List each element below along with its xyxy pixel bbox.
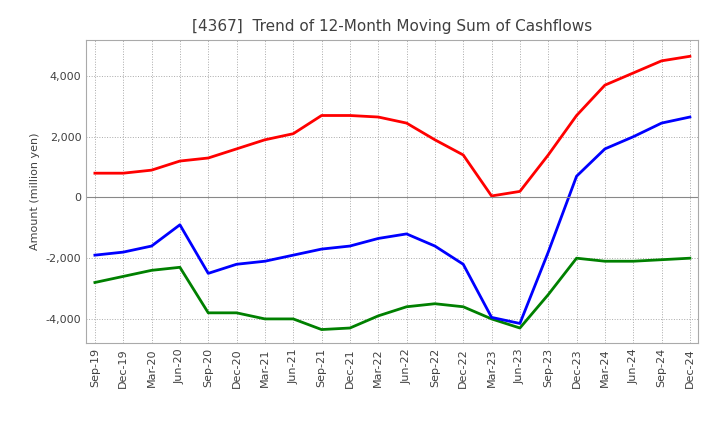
Free Cashflow [346,243,354,249]
Operating Cashflow [346,113,354,118]
Free Cashflow [685,114,694,120]
Investing Cashflow [685,256,694,261]
Free Cashflow [600,146,609,151]
Operating Cashflow [544,152,552,158]
Investing Cashflow [600,259,609,264]
Free Cashflow [261,259,269,264]
Investing Cashflow [487,316,496,322]
Free Cashflow [629,134,637,139]
Operating Cashflow [233,146,241,151]
Line: Operating Cashflow: Operating Cashflow [95,56,690,196]
Line: Investing Cashflow: Investing Cashflow [95,258,690,330]
Operating Cashflow [600,82,609,88]
Free Cashflow [233,262,241,267]
Line: Free Cashflow: Free Cashflow [95,117,690,323]
Investing Cashflow [119,274,127,279]
Operating Cashflow [459,152,467,158]
Investing Cashflow [346,326,354,331]
Free Cashflow [119,249,127,255]
Free Cashflow [374,236,382,241]
Free Cashflow [204,271,212,276]
Investing Cashflow [204,310,212,315]
Free Cashflow [487,315,496,320]
Free Cashflow [572,173,581,179]
Free Cashflow [318,246,326,252]
Operating Cashflow [289,131,297,136]
Operating Cashflow [119,171,127,176]
Investing Cashflow [176,265,184,270]
Free Cashflow [459,262,467,267]
Y-axis label: Amount (million yen): Amount (million yen) [30,132,40,250]
Investing Cashflow [572,256,581,261]
Free Cashflow [402,231,411,237]
Investing Cashflow [233,310,241,315]
Operating Cashflow [685,54,694,59]
Operating Cashflow [176,158,184,164]
Investing Cashflow [544,292,552,297]
Operating Cashflow [318,113,326,118]
Operating Cashflow [629,70,637,76]
Operating Cashflow [374,114,382,120]
Investing Cashflow [289,316,297,322]
Free Cashflow [516,321,524,326]
Operating Cashflow [204,155,212,161]
Investing Cashflow [657,257,666,262]
Operating Cashflow [572,113,581,118]
Operating Cashflow [261,137,269,143]
Free Cashflow [91,253,99,258]
Free Cashflow [148,243,156,249]
Free Cashflow [657,121,666,126]
Title: [4367]  Trend of 12-Month Moving Sum of Cashflows: [4367] Trend of 12-Month Moving Sum of C… [192,19,593,34]
Operating Cashflow [487,193,496,198]
Operating Cashflow [402,121,411,126]
Operating Cashflow [657,58,666,63]
Investing Cashflow [459,304,467,309]
Investing Cashflow [516,326,524,331]
Investing Cashflow [629,259,637,264]
Free Cashflow [289,253,297,258]
Free Cashflow [544,249,552,255]
Operating Cashflow [148,168,156,173]
Operating Cashflow [91,171,99,176]
Investing Cashflow [402,304,411,309]
Free Cashflow [176,222,184,227]
Investing Cashflow [374,313,382,319]
Operating Cashflow [431,137,439,143]
Investing Cashflow [148,268,156,273]
Free Cashflow [431,243,439,249]
Investing Cashflow [261,316,269,322]
Investing Cashflow [431,301,439,306]
Investing Cashflow [91,280,99,285]
Operating Cashflow [516,189,524,194]
Investing Cashflow [318,327,326,332]
